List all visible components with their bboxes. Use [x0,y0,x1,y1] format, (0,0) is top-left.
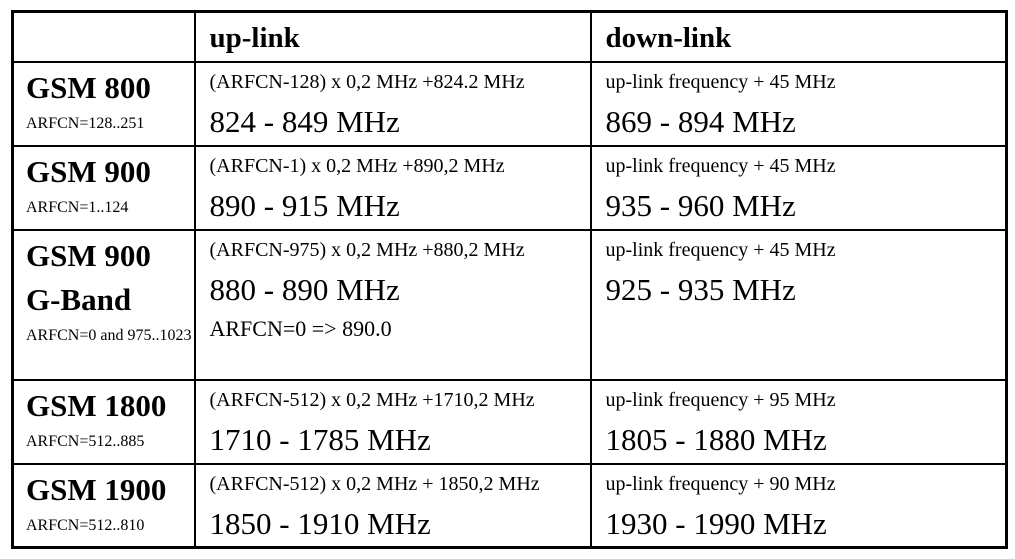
downlink-range: 935 - 960 MHz [605,187,796,223]
downlink-cell: up-link frequency + 95 MHz 1805 - 1880 M… [589,378,1008,465]
downlink-formula: up-link frequency + 95 MHz [605,388,836,411]
uplink-cell: (ARFCN-1) x 0,2 MHz +890,2 MHz 890 - 915… [193,144,592,231]
table-row: GSM 800 ARFCN=128..251 (ARFCN-128) x 0,2… [11,60,1008,147]
downlink-formula: up-link frequency + 90 MHz [605,472,836,495]
header-empty-cell [11,10,196,63]
band-name: GSM 1800 [26,387,167,423]
table-row: GSM 900 ARFCN=1..124 (ARFCN-1) x 0,2 MHz… [11,144,1008,231]
band-cell: GSM 1900 ARFCN=512..810 [11,462,196,549]
downlink-range: 925 - 935 MHz [605,271,796,307]
gsm-frequency-table: up-link down-link GSM 800 ARFCN=128..251… [11,10,1008,549]
uplink-formula: (ARFCN-512) x 0,2 MHz +1710,2 MHz [209,388,535,411]
arfcn-range: ARFCN=512..885 [26,432,145,450]
table-row: GSM 900 G-Band ARFCN=0 and 975..1023 (AR… [11,228,1008,381]
band-subname: G-Band [26,281,132,317]
band-name: GSM 1900 [26,471,167,507]
band-cell: GSM 900 G-Band ARFCN=0 and 975..1023 [11,228,196,381]
arfcn-range: ARFCN=512..810 [26,516,145,534]
uplink-cell: (ARFCN-975) x 0,2 MHz +880,2 MHz 880 - 8… [193,228,592,381]
downlink-formula: up-link frequency + 45 MHz [605,70,836,93]
band-name: GSM 900 [26,153,151,189]
uplink-cell: (ARFCN-128) x 0,2 MHz +824.2 MHz 824 - 8… [193,60,592,147]
uplink-range: 824 - 849 MHz [209,103,400,139]
arfcn-range: ARFCN=128..251 [26,114,145,132]
downlink-column-header: down-link [605,22,732,54]
uplink-column-header: up-link [209,22,300,54]
band-name: GSM 900 [26,237,151,273]
downlink-formula: up-link frequency + 45 MHz [605,238,836,261]
uplink-formula: (ARFCN-975) x 0,2 MHz +880,2 MHz [209,238,525,261]
uplink-formula: (ARFCN-1) x 0,2 MHz +890,2 MHz [209,154,505,177]
uplink-cell: (ARFCN-512) x 0,2 MHz + 1850,2 MHz 1850 … [193,462,592,549]
downlink-cell: up-link frequency + 90 MHz 1930 - 1990 M… [589,462,1008,549]
uplink-range: 890 - 915 MHz [209,187,400,223]
table-header-row: up-link down-link [11,10,1008,63]
uplink-range: 880 - 890 MHz [209,271,400,307]
downlink-cell: up-link frequency + 45 MHz 869 - 894 MHz [589,60,1008,147]
uplink-cell: (ARFCN-512) x 0,2 MHz +1710,2 MHz 1710 -… [193,378,592,465]
uplink-range: 1850 - 1910 MHz [209,505,431,541]
downlink-range: 1805 - 1880 MHz [605,421,827,457]
uplink-range: 1710 - 1785 MHz [209,421,431,457]
downlink-range: 869 - 894 MHz [605,103,796,139]
downlink-cell: up-link frequency + 45 MHz 935 - 960 MHz [589,144,1008,231]
arfcn-range: ARFCN=1..124 [26,198,129,216]
uplink-formula: (ARFCN-512) x 0,2 MHz + 1850,2 MHz [209,472,540,495]
table-row: GSM 1800 ARFCN=512..885 (ARFCN-512) x 0,… [11,378,1008,465]
band-cell: GSM 800 ARFCN=128..251 [11,60,196,147]
downlink-cell: up-link frequency + 45 MHz 925 - 935 MHz [589,228,1008,381]
downlink-range: 1930 - 1990 MHz [605,505,827,541]
band-cell: GSM 900 ARFCN=1..124 [11,144,196,231]
downlink-formula: up-link frequency + 45 MHz [605,154,836,177]
header-uplink-cell: up-link [193,10,592,63]
uplink-note: ARFCN=0 => 890.0 [209,315,392,341]
band-cell: GSM 1800 ARFCN=512..885 [11,378,196,465]
header-downlink-cell: down-link [589,10,1008,63]
arfcn-range: ARFCN=0 and 975..1023 [26,326,192,344]
table-row: GSM 1900 ARFCN=512..810 (ARFCN-512) x 0,… [11,462,1008,549]
uplink-formula: (ARFCN-128) x 0,2 MHz +824.2 MHz [209,70,525,93]
band-name: GSM 800 [26,69,151,105]
